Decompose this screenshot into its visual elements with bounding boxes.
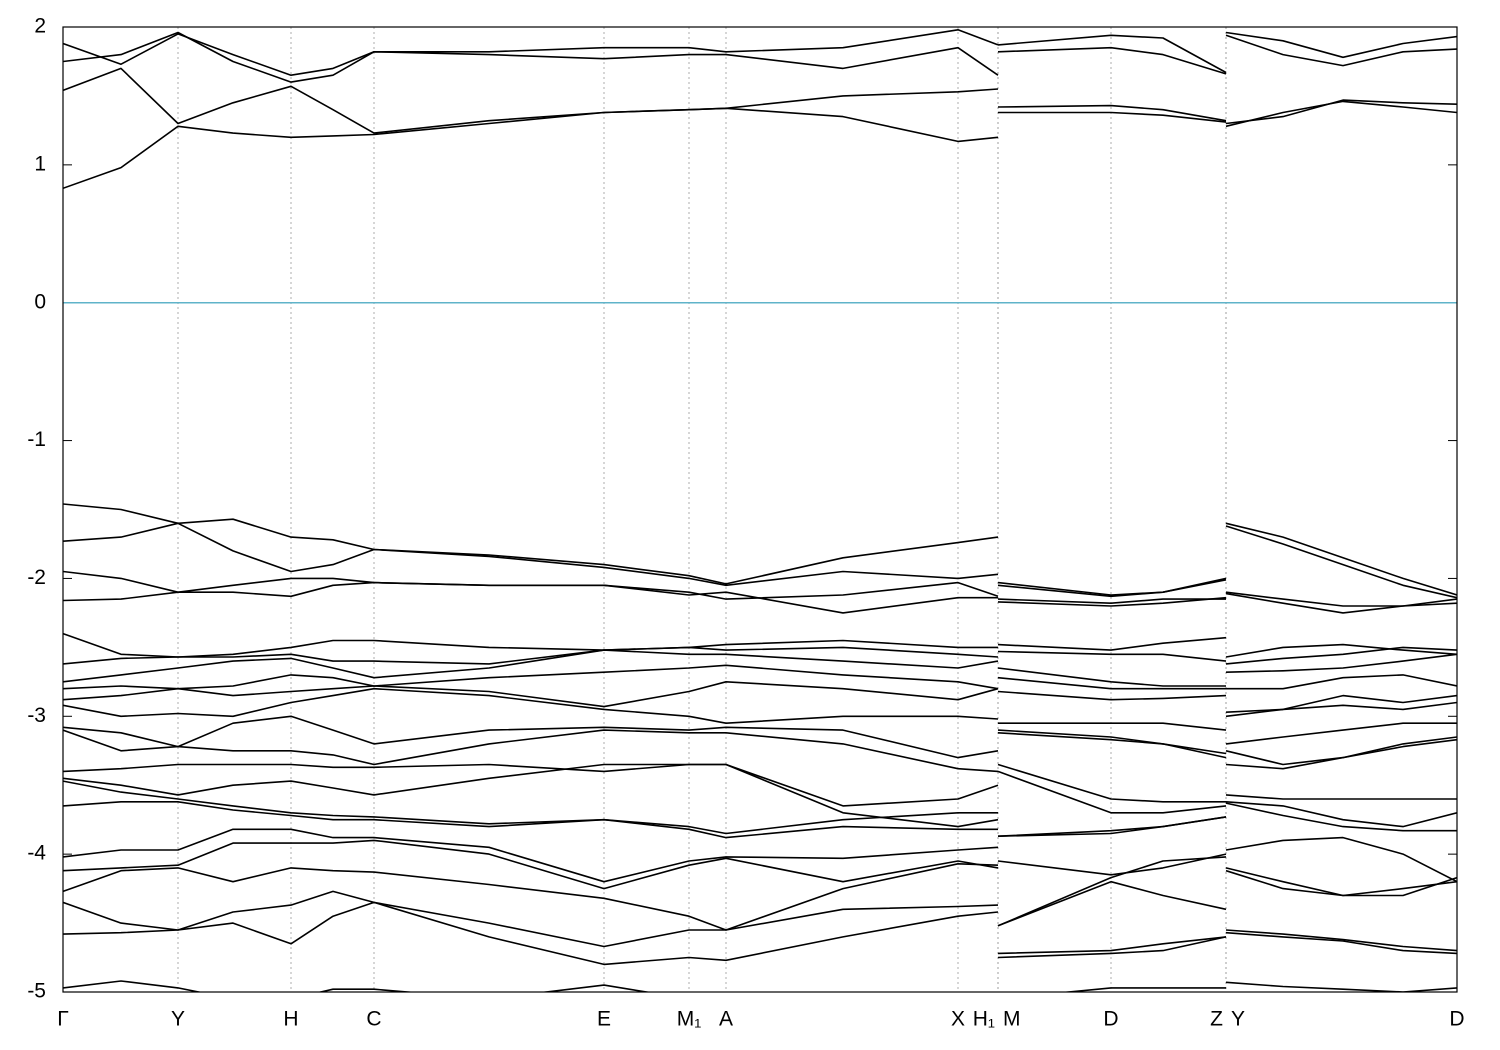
- y-tick-label: 2: [34, 15, 46, 38]
- band-line: [63, 67, 1457, 134]
- band-line: [63, 863, 1457, 931]
- plot-frame: [62, 26, 1458, 993]
- band-line: [63, 649, 1457, 687]
- x-tick-label: D: [1103, 1008, 1118, 1031]
- y-tick-label: 0: [34, 290, 46, 313]
- y-tick-label: -2: [27, 566, 46, 589]
- y-tick-label: -4: [27, 842, 46, 865]
- band-line: [63, 646, 1457, 665]
- band-line: [63, 581, 1457, 614]
- band-line: [63, 839, 1457, 927]
- x-tick-label: A: [719, 1008, 733, 1031]
- x-tick-label: H: [283, 1008, 298, 1031]
- x-tick-label: D: [1449, 1008, 1464, 1031]
- x-tick-label: H₁: [973, 1008, 995, 1031]
- band-line: [63, 763, 1457, 828]
- x-tick-label: M₁: [677, 1008, 702, 1031]
- y-tick-label: -1: [27, 428, 46, 451]
- band-line: [63, 681, 1457, 713]
- band-line: [63, 801, 1457, 839]
- band-line: [63, 31, 1457, 83]
- x-tick-label: E: [597, 1008, 611, 1031]
- band-line: [63, 738, 1457, 807]
- bands: [63, 29, 1457, 992]
- band-line: [63, 664, 1457, 690]
- band-line: [63, 901, 1457, 966]
- band-line: [63, 828, 1457, 883]
- x-tick-label: Y: [171, 1008, 185, 1031]
- band-line: [63, 522, 1457, 599]
- band-line: [63, 890, 1457, 955]
- y-tick-label: -3: [27, 704, 46, 727]
- x-tick-label: C: [366, 1008, 381, 1031]
- x-tick-label: Z: [1210, 1008, 1223, 1031]
- y-tick-label: 1: [34, 152, 46, 175]
- x-tick-label: Γ: [57, 1008, 69, 1031]
- x-tick-label: M: [1003, 1008, 1021, 1031]
- band-line: [63, 632, 1457, 658]
- x-tick-label: X: [951, 1008, 965, 1031]
- y-tick-label: -5: [27, 980, 46, 1003]
- band-line: [63, 715, 1457, 759]
- band-line: [63, 980, 1457, 992]
- band-line: [63, 687, 1457, 731]
- x-tick-label: Y: [1231, 1008, 1245, 1031]
- band-line: [63, 100, 1457, 190]
- band-line: [63, 29, 1457, 76]
